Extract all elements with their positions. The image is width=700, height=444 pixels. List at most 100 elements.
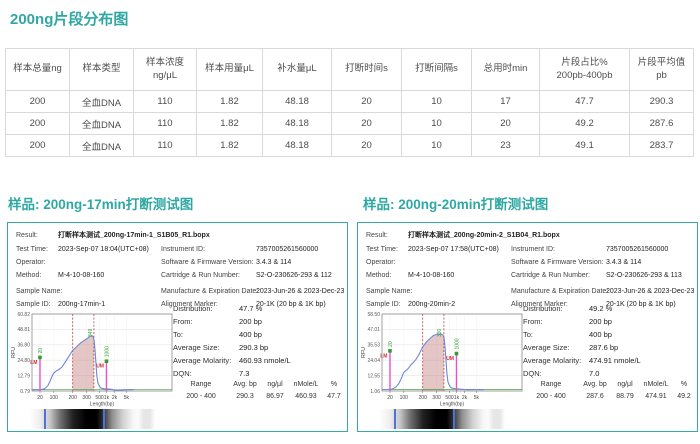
stat-label: To: [173,330,184,339]
field-label: Software & Firmware Version: [511,259,604,266]
field-value: 20-1K (20 bp & 1K bp) [606,301,676,308]
fragment-distribution-table: 样本总量ng 样本类型 样本浓度 ng/μL 样本用量μL 补水量μL 打断时间… [5,48,694,157]
svg-text:Length(bp): Length(bp) [440,402,465,408]
table-cell: 110 [133,90,197,113]
field-value: 3.4.3 & 114 [606,259,642,266]
stats-block: Distribution: 47.7 % From: 200 bp To: 400 b… [173,303,345,381]
stat-label: Distribution: [173,304,213,313]
range-header: Avg. bp [233,381,257,388]
field-label: Sample ID: [366,301,401,308]
info-row: Sample Name: [366,287,413,296]
svg-text:1.06: 1.06 [370,389,380,395]
table-header-cell: 补水量μL [262,48,332,91]
electropherogram-chart: 1.06 12.55 24.04 35.53 47.01 58.50 20 LM 1000 UM 3… [358,307,528,409]
field-label: Cartridge & Run Number: [161,272,240,279]
field-label: Manufacture & Expiration Date: [161,288,259,295]
table-header-cell: 样本类型 [69,48,134,91]
info-row: Sample Name: [16,287,62,296]
info-row: Alignment Marker: 20-1K (20 bp & 1K bp) [511,300,676,309]
field-value: M-4-10-08-160 [408,272,455,279]
report-panel-20min: Result: 打断样本测试_200ng-20min-2_S1B04_R1.bop… [357,222,698,432]
table-cell: 200 [5,112,70,135]
stat-value: 7.0 [589,369,600,378]
info-row: Method: M-4-10-08-160 [366,271,454,280]
svg-text:5k: 5k [474,395,480,401]
field-label: Cartridge & Run Number: [511,272,590,279]
gel-marker-line [453,409,455,429]
svg-text:Length(bp): Length(bp) [90,402,115,408]
range-cell: 88.79 [616,393,634,400]
svg-text:500: 500 [95,395,104,401]
stat-label: Average Molarity: [523,356,582,365]
table-cell: 20 [331,134,402,157]
range-cell: 86.97 [266,393,284,400]
svg-text:330: 330 [437,328,443,337]
svg-text:1000: 1000 [104,346,110,357]
table-cell: 48.18 [262,90,332,113]
table-header-cell: 片段占比% 200pb-400pb [539,48,630,91]
info-row: Method: M-4-10-08-160 [16,271,104,280]
svg-text:LM: LM [30,360,37,366]
range-cell: 290.3 [236,393,254,400]
info-row: Sample ID: 200ng-20min-2 [366,300,455,309]
svg-text:1k: 1k [104,395,110,401]
table-cell: 17 [471,90,540,113]
table-cell: 110 [133,112,197,135]
field-label: Sample Name: [366,288,413,295]
stat-value: 200 bp [589,317,612,326]
table-cell: 283.7 [629,134,694,157]
field-label: Operator: [366,259,396,266]
range-header: nMole/L [293,381,319,388]
svg-text:12.79: 12.79 [17,373,30,379]
field-value: 7357005261560000 [606,246,669,253]
field-value: 3.4.3 & 114 [256,259,292,266]
gel-marker-line [394,409,396,429]
stat-row: To: 400 bp [173,329,345,342]
stat-label: To: [523,330,534,339]
table-cell: 1.82 [196,112,263,135]
range-value-row: 200 - 400 290.3 86.97 460.93 47.7 [174,391,344,403]
table-cell: 48.18 [262,134,332,157]
stat-row: DQN: 7.3 [173,368,345,381]
info-row: Result: 打断样本测试_200ng-20min-2_S1B04_R1.bop… [366,231,560,240]
info-row: Test Time: 2023-Sep-07 17:58(UTC+08) [366,245,499,254]
table-header-row: 样本总量ng 样本类型 样本浓度 ng/μL 样本用量μL 补水量μL 打断时间… [5,48,694,91]
stat-value: 290.3 bp [239,343,269,352]
field-value: S2-O-230626-293 & 113 [606,272,682,279]
range-header: Range [190,381,212,388]
svg-text:58.50: 58.50 [367,312,380,318]
range-cell: 49.2 [677,393,691,400]
svg-text:20: 20 [37,395,43,401]
info-row: Cartridge & Run Number: S2-O-230626-293 &… [511,271,682,280]
stat-value: 400 bp [589,330,612,339]
table-cell: 47.7 [539,90,630,113]
svg-text:20: 20 [388,341,394,347]
stat-row: Distribution: 47.7 % [173,303,345,316]
table-cell: 1.82 [196,134,263,157]
stat-row: DQN: 7.0 [523,368,695,381]
range-header: % [680,381,688,388]
stat-value: 200 bp [239,317,262,326]
info-row: Sample ID: 200ng-17min-1 [16,300,105,309]
field-label: Method: [16,272,42,279]
info-row: Manufacture & Expiration Date: 2023-Jun-2… [511,287,694,296]
table-row: 200 全血DNA 110 1.82 48.18 20 10 23 49.1 2… [5,134,694,157]
svg-text:24.04: 24.04 [367,358,380,364]
range-cell: 474.91 [645,393,667,400]
range-cell: 200 - 400 [536,393,566,400]
info-row: Operator: [16,258,58,267]
svg-text:UM: UM [96,364,104,370]
table-cell: 287.6 [629,112,694,135]
range-cell: 460.93 [295,393,317,400]
range-header: ng/μl [267,381,283,388]
field-value: 7357005261560000 [256,246,319,253]
electropherogram-chart: 0.79 12.79 24.80 36.80 48.81 60.82 20 LM 1000 UM 3… [8,307,178,409]
table-cell: 290.3 [629,90,694,113]
table-cell: 20 [331,90,402,113]
field-label: Test Time: [16,246,48,253]
field-label: Manufacture & Expiration Date: [511,288,609,295]
svg-text:2k: 2k [112,395,118,401]
field-label: Result: [16,232,38,239]
svg-text:60.82: 60.82 [17,312,30,318]
svg-text:24.80: 24.80 [17,358,30,364]
